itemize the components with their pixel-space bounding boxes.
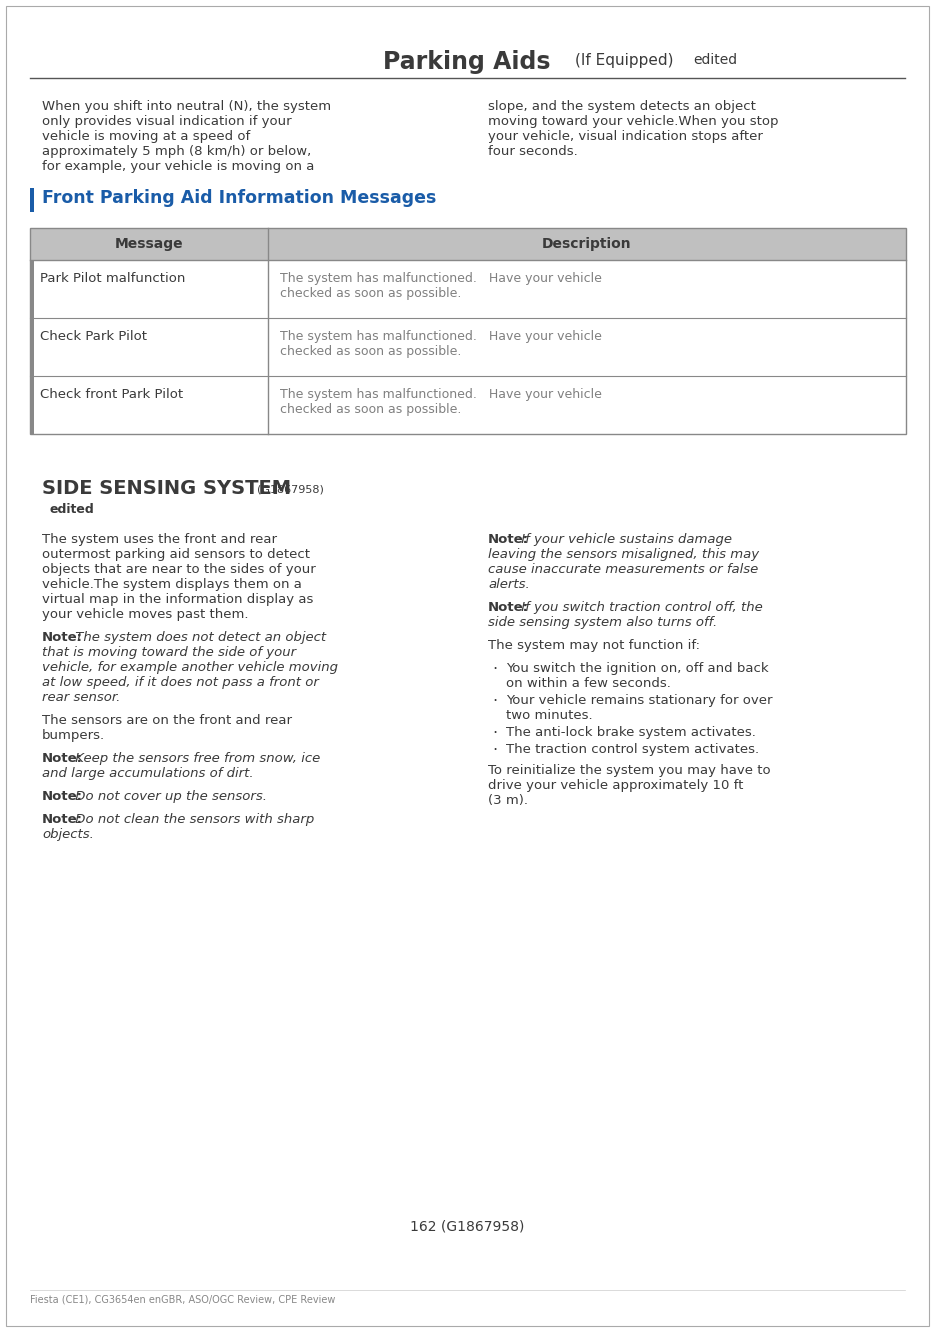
Text: The system has malfunctioned.   Have your vehicle: The system has malfunctioned. Have your … <box>280 330 602 344</box>
Text: checked as soon as possible.: checked as soon as possible. <box>280 404 461 416</box>
Text: Note:: Note: <box>42 753 83 765</box>
Text: drive your vehicle approximately 10 ft: drive your vehicle approximately 10 ft <box>488 779 743 793</box>
Text: The system has malfunctioned.   Have your vehicle: The system has malfunctioned. Have your … <box>280 388 602 401</box>
Text: Do not cover up the sensors.: Do not cover up the sensors. <box>71 790 267 803</box>
Text: Message: Message <box>115 237 183 250</box>
Text: four seconds.: four seconds. <box>488 145 578 159</box>
Text: Description: Description <box>542 237 632 250</box>
Text: The system has malfunctioned.   Have your vehicle: The system has malfunctioned. Have your … <box>280 272 602 285</box>
Text: When you shift into neutral (N), the system: When you shift into neutral (N), the sys… <box>42 100 331 113</box>
Text: alerts.: alerts. <box>488 578 530 591</box>
Text: The traction control system activates.: The traction control system activates. <box>506 743 759 757</box>
Text: that is moving toward the side of your: that is moving toward the side of your <box>42 646 296 659</box>
Text: checked as soon as possible.: checked as soon as possible. <box>280 345 461 358</box>
Text: (G1867958): (G1867958) <box>257 484 324 494</box>
Text: objects.: objects. <box>42 829 94 840</box>
Text: (If Equipped): (If Equipped) <box>575 53 673 68</box>
Text: SIDE SENSING SYSTEM: SIDE SENSING SYSTEM <box>42 480 291 498</box>
Bar <box>30 260 34 318</box>
Text: checked as soon as possible.: checked as soon as possible. <box>280 286 461 300</box>
Text: You switch the ignition on, off and back: You switch the ignition on, off and back <box>506 662 769 675</box>
Text: and large accumulations of dirt.: and large accumulations of dirt. <box>42 767 253 781</box>
Text: your vehicle, visual indication stops after: your vehicle, visual indication stops af… <box>488 131 763 143</box>
Text: Check front Park Pilot: Check front Park Pilot <box>40 388 183 401</box>
Text: for example, your vehicle is moving on a: for example, your vehicle is moving on a <box>42 160 314 173</box>
Text: (3 m).: (3 m). <box>488 794 528 807</box>
Text: leaving the sensors misaligned, this may: leaving the sensors misaligned, this may <box>488 547 759 561</box>
Text: The system does not detect an object: The system does not detect an object <box>71 631 326 643</box>
Text: cause inaccurate measurements or false: cause inaccurate measurements or false <box>488 563 758 575</box>
Text: The anti-lock brake system activates.: The anti-lock brake system activates. <box>506 726 755 739</box>
Text: ·: · <box>492 743 497 758</box>
Text: virtual map in the information display as: virtual map in the information display a… <box>42 593 313 606</box>
Text: Note:: Note: <box>42 790 83 803</box>
Text: If your vehicle sustains damage: If your vehicle sustains damage <box>517 533 732 546</box>
Text: your vehicle moves past them.: your vehicle moves past them. <box>42 607 249 621</box>
Text: The sensors are on the front and rear: The sensors are on the front and rear <box>42 714 292 727</box>
Text: bumpers.: bumpers. <box>42 729 105 742</box>
Text: slope, and the system detects an object: slope, and the system detects an object <box>488 100 755 113</box>
Text: Keep the sensors free from snow, ice: Keep the sensors free from snow, ice <box>71 753 321 765</box>
Text: Your vehicle remains stationary for over: Your vehicle remains stationary for over <box>506 694 772 707</box>
Text: on within a few seconds.: on within a few seconds. <box>506 677 671 690</box>
Text: outermost parking aid sensors to detect: outermost parking aid sensors to detect <box>42 547 310 561</box>
Text: moving toward your vehicle.When you stop: moving toward your vehicle.When you stop <box>488 115 779 128</box>
Text: edited: edited <box>50 503 94 515</box>
Text: Note:: Note: <box>42 813 83 826</box>
Text: Note:: Note: <box>488 533 529 546</box>
Text: Fiesta (CE1), CG3654en enGBR, ASO/OGC Review, CPE Review: Fiesta (CE1), CG3654en enGBR, ASO/OGC Re… <box>30 1295 336 1305</box>
Text: rear sensor.: rear sensor. <box>42 691 121 705</box>
Bar <box>30 318 34 376</box>
Text: Front Parking Aid Information Messages: Front Parking Aid Information Messages <box>42 189 437 206</box>
Text: Check Park Pilot: Check Park Pilot <box>40 330 147 344</box>
Text: If you switch traction control off, the: If you switch traction control off, the <box>517 601 763 614</box>
Bar <box>30 376 34 434</box>
Text: vehicle is moving at a speed of: vehicle is moving at a speed of <box>42 131 251 143</box>
Text: Park Pilot malfunction: Park Pilot malfunction <box>40 272 185 285</box>
Bar <box>30 228 906 434</box>
Text: ·: · <box>492 662 497 677</box>
Text: To reinitialize the system you may have to: To reinitialize the system you may have … <box>488 765 770 777</box>
Text: Parking Aids: Parking Aids <box>383 51 551 75</box>
Text: 162 (G1867958): 162 (G1867958) <box>410 1220 525 1233</box>
Text: objects that are near to the sides of your: objects that are near to the sides of yo… <box>42 563 316 575</box>
Text: ·: · <box>492 694 497 709</box>
Text: edited: edited <box>693 53 737 67</box>
Text: vehicle, for example another vehicle moving: vehicle, for example another vehicle mov… <box>42 661 338 674</box>
Text: only provides visual indication if your: only provides visual indication if your <box>42 115 292 128</box>
Text: side sensing system also turns off.: side sensing system also turns off. <box>488 615 717 629</box>
Bar <box>30 188 34 212</box>
Text: at low speed, if it does not pass a front or: at low speed, if it does not pass a fron… <box>42 677 319 689</box>
Text: Note:: Note: <box>488 601 529 614</box>
Text: two minutes.: two minutes. <box>506 709 593 722</box>
Text: vehicle.The system displays them on a: vehicle.The system displays them on a <box>42 578 302 591</box>
Text: The system may not function if:: The system may not function if: <box>488 639 700 651</box>
Text: approximately 5 mph (8 km/h) or below,: approximately 5 mph (8 km/h) or below, <box>42 145 311 159</box>
Text: Note:: Note: <box>42 631 83 643</box>
Text: The system uses the front and rear: The system uses the front and rear <box>42 533 277 546</box>
Bar <box>30 228 906 260</box>
Text: Do not clean the sensors with sharp: Do not clean the sensors with sharp <box>71 813 315 826</box>
Text: ·: · <box>492 726 497 741</box>
